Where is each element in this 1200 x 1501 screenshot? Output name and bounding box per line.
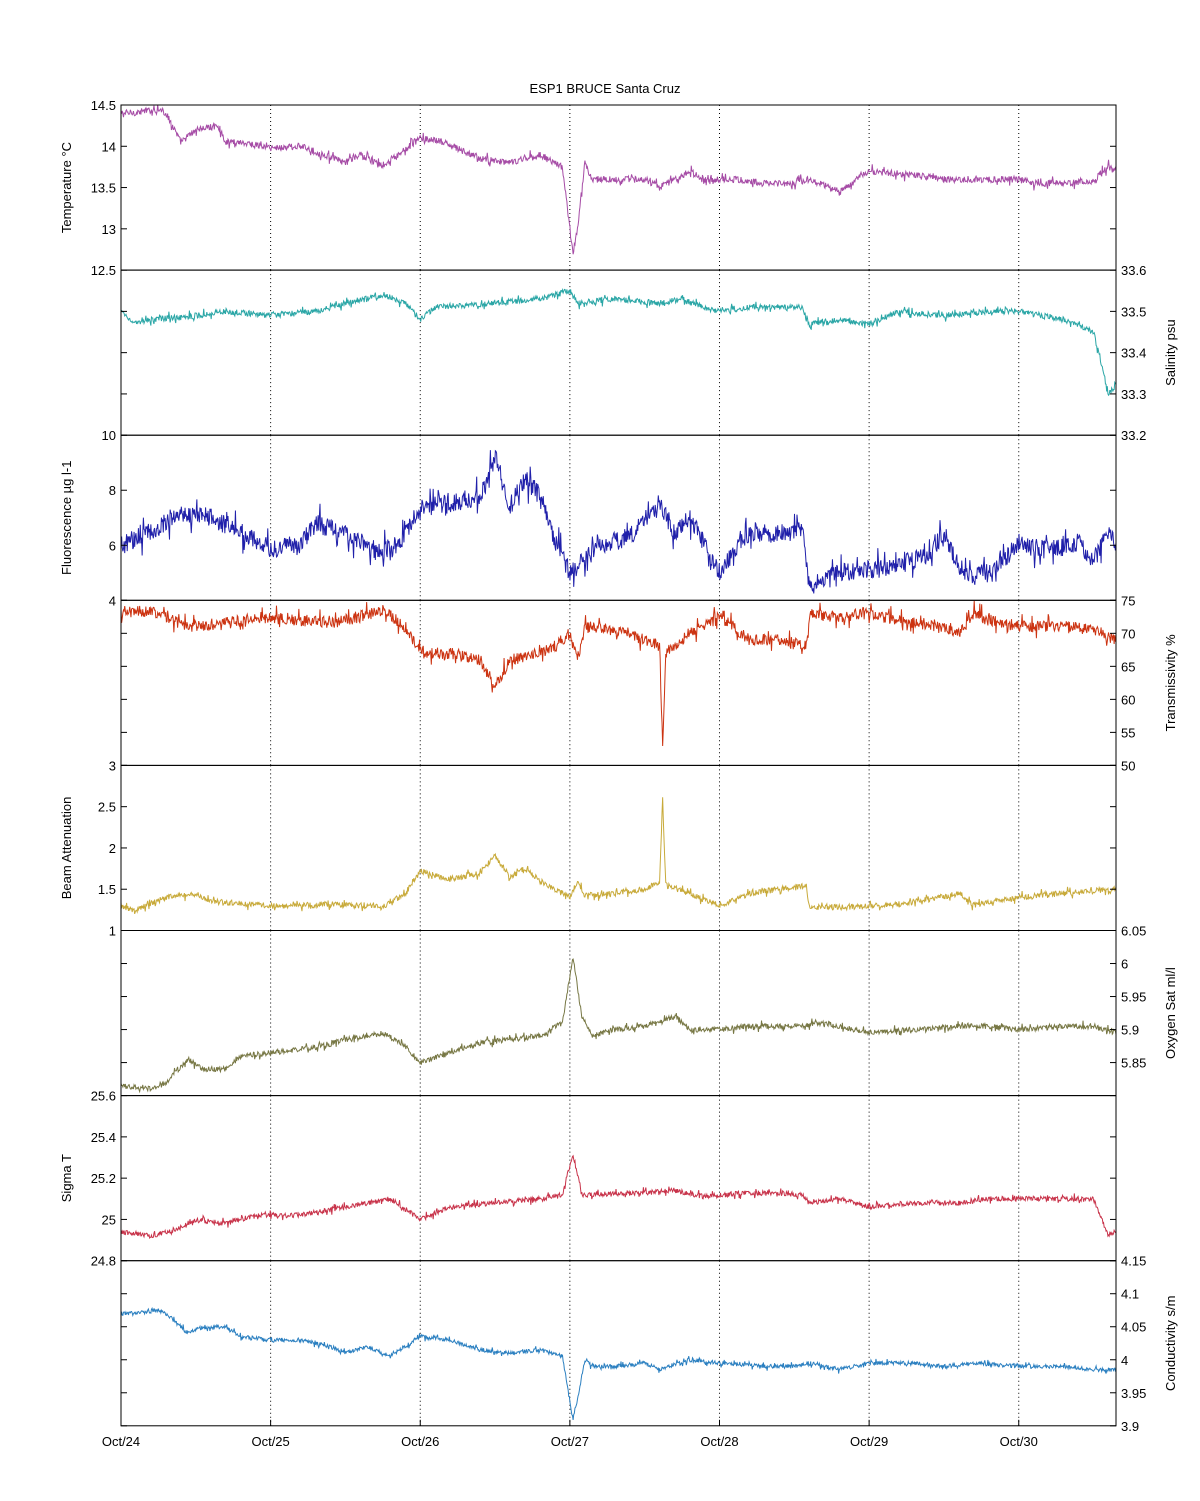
y-axis-label-temperature: Temperature °C: [59, 142, 74, 233]
panel-transmissivity: 50 55 60 65 70 75 Transmissivity %: [120, 593, 1178, 773]
panel-frame: [120, 1260, 1117, 1427]
series-line-oxygen: [121, 958, 1116, 1094]
y-tick-label: 12.5: [91, 263, 116, 278]
y-tick-label: 33.3: [1121, 387, 1146, 402]
y-tick-label: 1.5: [98, 882, 116, 897]
x-tick-label: Oct/30: [1000, 1434, 1038, 1449]
y-tick-label: 60: [1121, 692, 1135, 707]
panel-sigma_t: 24.8 25 25.2 25.4 25.6 Sigma T: [59, 1089, 1117, 1269]
y-tick-label: 4.1: [1121, 1287, 1139, 1302]
panel-fluorescence: 4 6 8 10 Fluorescence µg l-1: [59, 428, 1117, 608]
y-tick-label: 3.95: [1121, 1386, 1146, 1401]
y-tick-label: 25.6: [91, 1089, 116, 1104]
y-tick-label: 25.4: [91, 1130, 116, 1145]
panel-beam_attenuation: 1 1.5 2 2.5 3 Beam Attenuation: [59, 758, 1117, 939]
x-tick-label: Oct/28: [700, 1434, 738, 1449]
x-tick-label: Oct/27: [551, 1434, 589, 1449]
y-tick-label: 8: [109, 483, 116, 498]
panel-conductivity: 3.9 3.95 4 4.05 4.1 4.15 Conductivity s/m: [120, 1254, 1178, 1434]
y-tick-label: 50: [1121, 758, 1135, 773]
y-tick-label: 6: [1121, 957, 1128, 972]
y-tick-label: 5.9: [1121, 1023, 1139, 1038]
y-tick-label: 2.5: [98, 800, 116, 815]
y-axis-label-beam_attenuation: Beam Attenuation: [59, 797, 74, 900]
series-line-salinity: [121, 287, 1116, 397]
x-tick-label: Oct/29: [850, 1434, 888, 1449]
y-tick-label: 33.4: [1121, 346, 1146, 361]
x-tick-label: Oct/25: [251, 1434, 289, 1449]
series-line-sigma_t: [121, 1154, 1116, 1240]
y-axis-label-oxygen: Oxygen Sat ml/l: [1163, 967, 1178, 1059]
y-tick-label: 4.15: [1121, 1254, 1146, 1269]
x-axis: Oct/24 Oct/25 Oct/26 Oct/27 Oct/28 Oct/29 Oct/…: [102, 1419, 1038, 1449]
y-tick-label: 65: [1121, 659, 1135, 674]
series-line-fluorescence: [121, 449, 1116, 594]
y-tick-label: 55: [1121, 725, 1135, 740]
y-tick-label: 4: [109, 593, 116, 608]
y-tick-label: 75: [1121, 593, 1135, 608]
series-line-temperature: [121, 105, 1116, 255]
y-tick-label: 4.05: [1121, 1320, 1146, 1335]
y-axis-label-conductivity: Conductivity s/m: [1163, 1296, 1178, 1391]
x-tick-label: Oct/26: [401, 1434, 439, 1449]
y-tick-label: 5.85: [1121, 1056, 1146, 1071]
chart-title: ESP1 BRUCE Santa Cruz: [529, 81, 680, 96]
panel-salinity: 33.2 33.3 33.4 33.5 33.6 Salinity psu: [120, 263, 1178, 443]
y-axis-label-sigma_t: Sigma T: [59, 1154, 74, 1202]
y-tick-label: 3.9: [1121, 1419, 1139, 1434]
y-tick-label: 6.05: [1121, 924, 1146, 939]
y-axis-label-transmissivity: Transmissivity %: [1163, 634, 1178, 731]
y-tick-label: 1: [109, 924, 116, 939]
y-tick-label: 14.5: [91, 98, 116, 113]
series-line-beam_attenuation: [121, 797, 1116, 915]
y-tick-label: 25: [102, 1212, 116, 1227]
y-tick-label: 14: [102, 139, 116, 154]
y-tick-label: 24.8: [91, 1254, 116, 1269]
y-tick-label: 2: [109, 841, 116, 856]
y-tick-label: 33.6: [1121, 263, 1146, 278]
y-axis-label-fluorescence: Fluorescence µg l-1: [59, 461, 74, 575]
y-axis-label-salinity: Salinity psu: [1163, 319, 1178, 385]
y-tick-label: 5.95: [1121, 990, 1146, 1005]
y-tick-label: 10: [102, 428, 116, 443]
y-tick-label: 13: [102, 222, 116, 237]
y-tick-label: 33.5: [1121, 304, 1146, 319]
series-line-transmissivity: [121, 600, 1116, 747]
x-tick-label: Oct/24: [102, 1434, 140, 1449]
panel-temperature: 12.5 13 13.5 14 14.5 Temperature °C: [59, 98, 1117, 278]
y-tick-label: 4: [1121, 1353, 1128, 1368]
y-tick-label: 25.2: [91, 1171, 116, 1186]
y-tick-label: 3: [109, 758, 116, 773]
y-tick-label: 6: [109, 538, 116, 553]
y-tick-label: 70: [1121, 626, 1135, 641]
y-tick-label: 13.5: [91, 181, 116, 196]
y-tick-label: 33.2: [1121, 428, 1146, 443]
panel-oxygen: 5.85 5.9 5.95 6 6.05 Oxygen Sat ml/l: [120, 924, 1178, 1097]
series-line-conductivity: [121, 1307, 1116, 1420]
